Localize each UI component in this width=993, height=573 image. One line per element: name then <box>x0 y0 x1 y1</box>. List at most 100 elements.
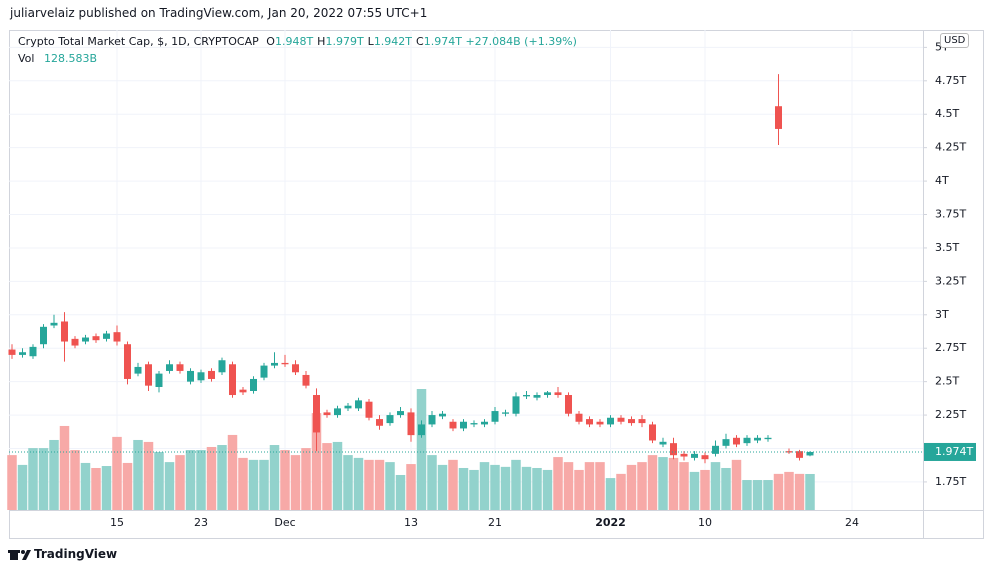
volume-bar <box>626 464 637 510</box>
volume-bar <box>343 455 353 510</box>
volume-bar <box>542 469 553 510</box>
volume-bar <box>248 459 259 510</box>
candles <box>8 74 923 464</box>
candle-body <box>29 346 37 357</box>
ohlc-key: L <box>367 35 374 48</box>
candle-body <box>491 411 499 422</box>
candle-body <box>470 423 478 425</box>
x-tick-label: 15 <box>110 516 124 529</box>
candle-body <box>155 373 163 387</box>
candle-body <box>124 344 131 379</box>
y-tick-label: 4.75T <box>935 74 966 87</box>
volume-bar <box>458 467 469 510</box>
candle-body <box>292 364 299 373</box>
candle-body <box>460 421 467 429</box>
volume-bar <box>259 459 269 510</box>
candle-body <box>481 421 488 425</box>
candle-body <box>554 392 562 396</box>
candle-body <box>523 395 530 397</box>
candle-body <box>134 366 142 374</box>
y-tick-label: 4T <box>935 174 949 187</box>
volume-bar <box>7 455 17 510</box>
volume-bar <box>689 471 700 510</box>
candle-body <box>502 412 509 414</box>
candle-body <box>449 421 457 429</box>
candle-body <box>533 395 541 398</box>
volume-bar <box>101 466 112 510</box>
candle-body <box>796 451 803 458</box>
volume-bar <box>59 425 70 510</box>
candle-body <box>743 437 751 444</box>
volume-bar <box>511 459 521 510</box>
volume-bar <box>448 459 458 510</box>
volume-bar <box>416 389 427 510</box>
volume-bar <box>395 474 406 510</box>
y-tick-label: 3T <box>935 308 949 321</box>
volume-bar <box>647 455 658 510</box>
candle-body <box>250 378 257 392</box>
volume-bar <box>469 469 479 510</box>
volume-bar <box>38 448 49 510</box>
symbol-title: Crypto Total Market Cap, $, 1D, CRYPTOCA… <box>18 35 259 48</box>
logo <box>8 550 31 560</box>
volume-bar <box>731 459 742 510</box>
candle-body <box>544 392 551 396</box>
volume-bar <box>794 473 805 510</box>
candle-body <box>355 400 362 409</box>
volume-bar <box>752 480 763 510</box>
candle-body <box>208 370 215 379</box>
candle-body <box>176 364 184 371</box>
volume-bar <box>805 473 815 510</box>
candle-body <box>61 321 68 342</box>
x-tick-label: 24 <box>845 516 859 529</box>
volume-bar <box>290 455 301 510</box>
volume-bar <box>133 439 143 510</box>
volume-bar <box>164 462 175 510</box>
candle-body <box>344 405 352 409</box>
ohlc-value: 1.948T <box>274 35 314 48</box>
ohlc-value: 1.974T <box>423 35 462 48</box>
volume-bar <box>563 462 574 510</box>
volume-bar <box>605 478 616 510</box>
candle-body <box>302 374 310 386</box>
candle-body <box>428 415 436 425</box>
grid <box>9 30 923 510</box>
y-tick-label: 2.25T <box>935 408 966 421</box>
volume-bar <box>553 457 563 510</box>
candle-body <box>659 441 667 445</box>
x-tick-label: 21 <box>488 516 502 529</box>
logo-shape <box>21 550 25 554</box>
candle-body <box>239 389 247 393</box>
candle-body <box>40 326 47 345</box>
candle-body <box>386 415 394 424</box>
x-tick-label: 13 <box>404 516 418 529</box>
last-price-tag <box>924 442 976 461</box>
candle-body <box>407 412 415 436</box>
volume-bar <box>374 459 385 510</box>
candle-body <box>8 349 16 355</box>
ohlc-value: 1.942T <box>373 35 413 48</box>
volume-bar <box>269 445 280 510</box>
volume-bar <box>185 450 196 510</box>
logo-shape <box>22 550 31 560</box>
volume-bar <box>490 464 500 510</box>
chart-frame <box>9 30 984 539</box>
axes: 1.75T2T2.25T2.5T2.75T3T3.25T3.5T3.75T4T4… <box>110 40 976 529</box>
volume-bar <box>532 467 542 510</box>
candle-body <box>397 411 404 416</box>
y-tick-label: 1.75T <box>935 475 966 488</box>
volume-bar <box>574 469 584 510</box>
currency-badge[interactable]: USD <box>940 33 970 48</box>
candle-body <box>670 443 677 456</box>
x-tick-label: 2022 <box>595 516 626 529</box>
candle-body <box>649 424 656 441</box>
candle-body <box>281 362 289 365</box>
candle-body <box>376 419 383 426</box>
candle-body <box>113 332 121 342</box>
volume-bar <box>679 462 689 510</box>
volume-label: Vol <box>18 52 35 65</box>
volume-bar <box>385 462 395 510</box>
volume-bar <box>91 467 101 510</box>
